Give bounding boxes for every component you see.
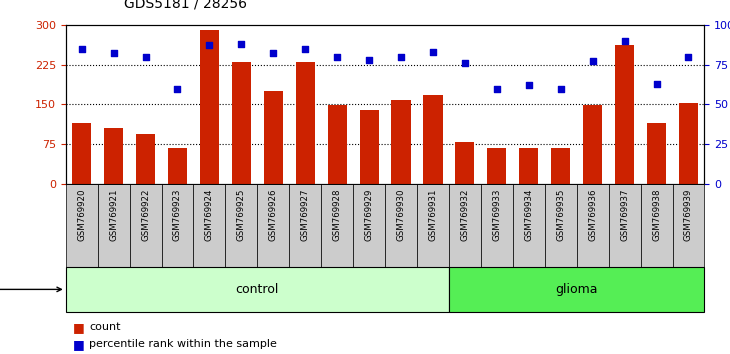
Point	[172, 86, 183, 91]
Text: ■: ■	[73, 321, 85, 334]
Bar	[481, 184, 512, 267]
Bar	[609, 184, 641, 267]
Bar	[193, 184, 226, 267]
Text: GSM769921: GSM769921	[109, 188, 118, 241]
Text: GSM769936: GSM769936	[588, 188, 597, 241]
Bar	[289, 184, 321, 267]
Bar	[257, 184, 289, 267]
Bar	[449, 184, 481, 267]
Bar	[456, 142, 474, 184]
Text: GSM769938: GSM769938	[652, 188, 661, 241]
Text: GSM769926: GSM769926	[269, 188, 278, 241]
Bar	[423, 95, 442, 184]
Bar	[512, 184, 545, 267]
Text: GSM769934: GSM769934	[524, 188, 534, 241]
Bar	[296, 62, 315, 184]
Text: ■: ■	[73, 338, 85, 350]
Point	[76, 46, 88, 52]
Bar	[672, 184, 704, 267]
Bar	[647, 123, 666, 184]
Bar	[72, 123, 91, 184]
Text: GSM769929: GSM769929	[364, 188, 374, 241]
Bar	[519, 148, 539, 184]
Text: percentile rank within the sample: percentile rank within the sample	[89, 339, 277, 349]
Bar	[328, 105, 347, 184]
Bar	[679, 103, 698, 184]
Text: glioma: glioma	[556, 283, 598, 296]
Point	[587, 58, 599, 64]
Text: GSM769935: GSM769935	[556, 188, 565, 241]
Bar	[583, 105, 602, 184]
Text: GDS5181 / 28256: GDS5181 / 28256	[124, 0, 247, 11]
Point	[364, 57, 375, 63]
Point	[331, 54, 343, 59]
Text: GSM769923: GSM769923	[173, 188, 182, 241]
Point	[267, 51, 279, 56]
Text: GSM769924: GSM769924	[205, 188, 214, 241]
Point	[523, 82, 534, 88]
Text: GSM769933: GSM769933	[492, 188, 502, 241]
Bar	[66, 267, 449, 312]
Bar	[136, 134, 155, 184]
Bar	[577, 184, 609, 267]
Bar	[98, 184, 130, 267]
Text: GSM769920: GSM769920	[77, 188, 86, 241]
Text: GSM769927: GSM769927	[301, 188, 310, 241]
Text: disease state: disease state	[0, 284, 61, 295]
Point	[299, 46, 311, 52]
Text: GSM769930: GSM769930	[396, 188, 406, 241]
Point	[139, 54, 151, 59]
Bar	[168, 148, 187, 184]
Text: GSM769932: GSM769932	[461, 188, 469, 241]
Bar	[385, 184, 417, 267]
Point	[459, 60, 471, 66]
Text: GSM769931: GSM769931	[429, 188, 437, 241]
Bar	[231, 62, 251, 184]
Text: GSM769939: GSM769939	[684, 188, 693, 241]
Point	[204, 43, 215, 48]
Bar	[551, 148, 570, 184]
Text: GSM769925: GSM769925	[237, 188, 246, 241]
Bar	[264, 91, 283, 184]
Point	[491, 86, 503, 91]
Bar	[321, 184, 353, 267]
Text: control: control	[236, 283, 279, 296]
Text: GSM769928: GSM769928	[333, 188, 342, 241]
Text: GSM769937: GSM769937	[620, 188, 629, 241]
Bar	[391, 100, 410, 184]
Point	[619, 38, 631, 44]
Text: GSM769922: GSM769922	[141, 188, 150, 241]
Bar	[487, 148, 507, 184]
Point	[395, 54, 407, 59]
Bar	[417, 184, 449, 267]
Bar	[104, 129, 123, 184]
Point	[555, 86, 566, 91]
Bar	[359, 110, 379, 184]
Bar	[200, 30, 219, 184]
Point	[108, 51, 120, 56]
Point	[650, 81, 662, 87]
Bar	[449, 267, 704, 312]
Bar	[615, 45, 634, 184]
Bar	[226, 184, 257, 267]
Text: count: count	[89, 322, 120, 332]
Point	[683, 54, 694, 59]
Bar	[66, 184, 98, 267]
Point	[236, 41, 247, 47]
Bar	[161, 184, 193, 267]
Point	[427, 49, 439, 55]
Bar	[130, 184, 161, 267]
Bar	[353, 184, 385, 267]
Bar	[545, 184, 577, 267]
Bar	[641, 184, 672, 267]
